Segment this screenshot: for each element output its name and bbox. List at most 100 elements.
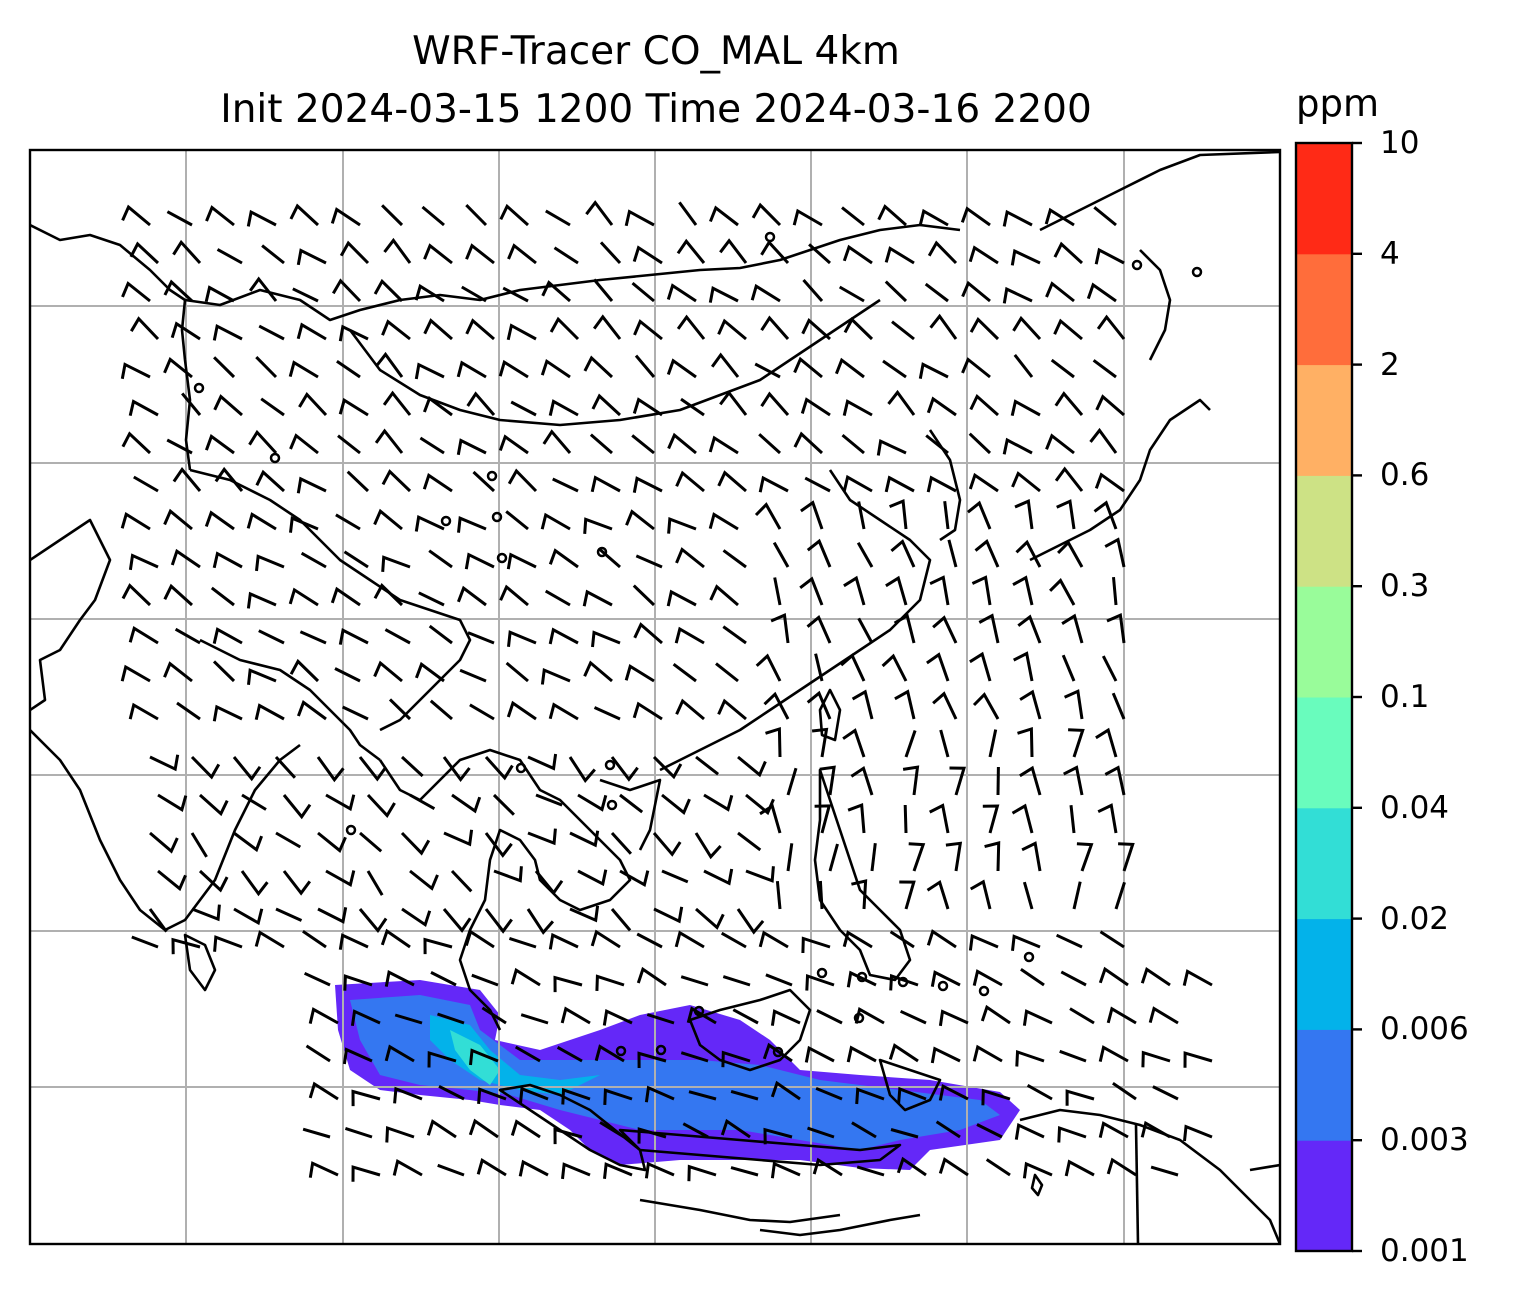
wind-barb	[846, 1045, 877, 1063]
colorbar-unit-label: ppm	[1296, 82, 1380, 125]
wind-barb	[625, 509, 655, 531]
colorbar-tick-label: 0.003	[1380, 1122, 1469, 1159]
wind-barb	[148, 908, 168, 933]
wind-barb	[128, 625, 159, 645]
wind-barb	[792, 208, 823, 227]
wind-barb	[760, 239, 790, 265]
wind-barb	[666, 589, 697, 607]
wind-barb	[966, 500, 992, 530]
wind-barb	[980, 1004, 1011, 1025]
wind-barb	[812, 1157, 843, 1177]
wind-barb	[710, 352, 740, 378]
wind-barb	[1141, 1050, 1171, 1068]
wind-barb	[737, 755, 767, 778]
wind-barb	[755, 653, 782, 682]
wind-barb	[121, 431, 152, 455]
tracer-plume	[335, 980, 1020, 1170]
wind-barb	[603, 1162, 633, 1179]
wind-barb	[1096, 314, 1126, 340]
wind-barb	[1054, 466, 1084, 492]
colorbar-segment	[1296, 1140, 1352, 1252]
wind-barb	[1064, 1159, 1095, 1177]
wind-barb	[428, 624, 453, 645]
wind-barb	[968, 245, 999, 265]
wind-barb	[506, 552, 537, 570]
wind-barb	[381, 319, 411, 341]
wind-barb	[212, 551, 243, 569]
colorbar-tick-label: 0.02	[1380, 900, 1450, 937]
wind-barb	[260, 397, 285, 417]
wind-barb	[855, 1087, 885, 1105]
wind-barb	[163, 279, 194, 303]
wind-barb	[971, 575, 992, 606]
wind-barb	[568, 756, 596, 783]
wind-barb	[1011, 471, 1041, 493]
wind-barb	[1094, 472, 1125, 493]
wind-barb	[897, 1086, 927, 1104]
wind-barb	[666, 283, 697, 303]
wind-barb	[540, 667, 571, 685]
wind-barb	[464, 552, 495, 570]
wind-barb	[887, 389, 916, 416]
wind-barb	[717, 698, 747, 721]
wind-barb	[343, 974, 373, 991]
wind-barb	[545, 209, 571, 227]
wind-barb	[422, 473, 453, 493]
wind-barb	[634, 354, 656, 378]
wind-barb	[610, 756, 639, 782]
wind-barb	[619, 869, 650, 887]
wind-barb	[296, 476, 327, 494]
wind-barb	[343, 550, 369, 569]
wind-barb	[233, 831, 264, 853]
wind-barb	[793, 431, 824, 455]
wind-barb	[943, 501, 950, 530]
wind-barb	[181, 392, 202, 416]
wind-barb	[695, 755, 720, 776]
wind-barb	[678, 201, 698, 226]
wind-barb	[198, 869, 229, 893]
wind-barb	[935, 1120, 961, 1139]
wind-barb	[765, 973, 793, 987]
wind-barb	[419, 436, 445, 455]
wind-barb	[926, 652, 950, 682]
wind-barb	[754, 362, 781, 379]
wind-barb	[1092, 359, 1117, 379]
wind-barb	[851, 689, 874, 720]
wind-barb	[325, 793, 356, 812]
wind-barb	[553, 975, 583, 993]
wind-barb	[120, 362, 151, 380]
wind-barb	[687, 1164, 717, 1182]
wind-barb	[255, 469, 286, 493]
wind-barb	[381, 555, 411, 573]
wind-barb	[308, 1007, 339, 1025]
colorbar-segment	[1296, 364, 1352, 476]
wind-barb	[720, 1118, 751, 1139]
wind-barb	[534, 870, 564, 896]
wind-barb	[339, 240, 370, 265]
wind-barb	[1076, 842, 1094, 872]
wind-barb	[1049, 578, 1076, 606]
wind-barb	[471, 973, 499, 987]
wind-barb	[498, 434, 529, 455]
wind-barb	[213, 356, 236, 379]
wind-barb	[877, 204, 907, 227]
wind-barb	[542, 429, 572, 454]
wind-barb	[667, 432, 697, 455]
wind-barb	[423, 937, 453, 955]
wind-barb	[926, 396, 957, 417]
wind-barb	[759, 803, 782, 834]
wind-barb	[974, 538, 1000, 568]
wind-barb	[414, 515, 445, 532]
wind-barb	[393, 1086, 423, 1104]
wind-barb	[1012, 575, 1034, 606]
wind-barb	[765, 726, 782, 758]
wind-barb	[760, 315, 790, 340]
wind-barb	[423, 243, 453, 265]
wind-barb	[384, 628, 411, 645]
wind-barb	[459, 668, 487, 683]
wind-barb	[506, 323, 537, 341]
wind-barb	[969, 393, 999, 417]
wind-barb	[190, 832, 208, 858]
wind-barb	[925, 434, 949, 455]
wind-barb	[120, 511, 151, 531]
